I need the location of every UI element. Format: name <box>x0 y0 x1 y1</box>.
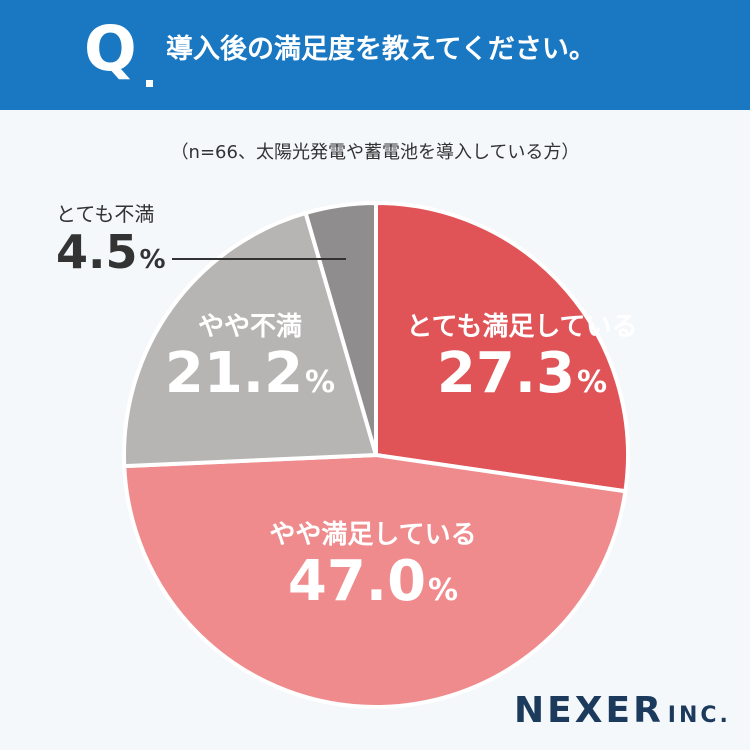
slice-label-somewhat-satisfied: やや満足している 47.0% <box>238 520 508 613</box>
sample-note: （n=66、太陽光発電や蓄電池を導入している方） <box>170 142 580 163</box>
slice-name: やや満足している <box>269 520 477 550</box>
question-header: Q 導入後の満足度を教えてください。 <box>0 0 750 110</box>
slice-name: やや不満 <box>197 312 302 342</box>
slice-somewhat-satisfied <box>122 453 628 709</box>
slice-label-somewhat-dissatisfied: やや不満 21.2% <box>140 312 360 405</box>
slice-somewhat-dissatisfied <box>122 211 378 469</box>
slice-name: とても満足している <box>406 312 638 342</box>
slice-value: 47.0% <box>287 549 459 615</box>
slice-value: 4.5% <box>56 225 166 279</box>
slice-value: 27.3% <box>436 341 608 407</box>
slice-very-satisfied <box>374 201 630 494</box>
slice-value: 21.2% <box>164 341 336 407</box>
question-text: 導入後の満足度を教えてください。 <box>166 34 596 65</box>
slice-label-very-satisfied: とても満足している 27.3% <box>392 312 652 405</box>
slice-label-very-dissatisfied: とても不満 4.5% <box>56 198 166 278</box>
q-dot <box>146 80 153 87</box>
slice-name: とても不満 <box>56 202 155 226</box>
slice-very-dissatisfied <box>303 201 378 457</box>
q-mark: Q <box>84 12 137 85</box>
nexer-logo: NEXER INC. <box>514 690 731 731</box>
leader-line <box>172 258 346 260</box>
